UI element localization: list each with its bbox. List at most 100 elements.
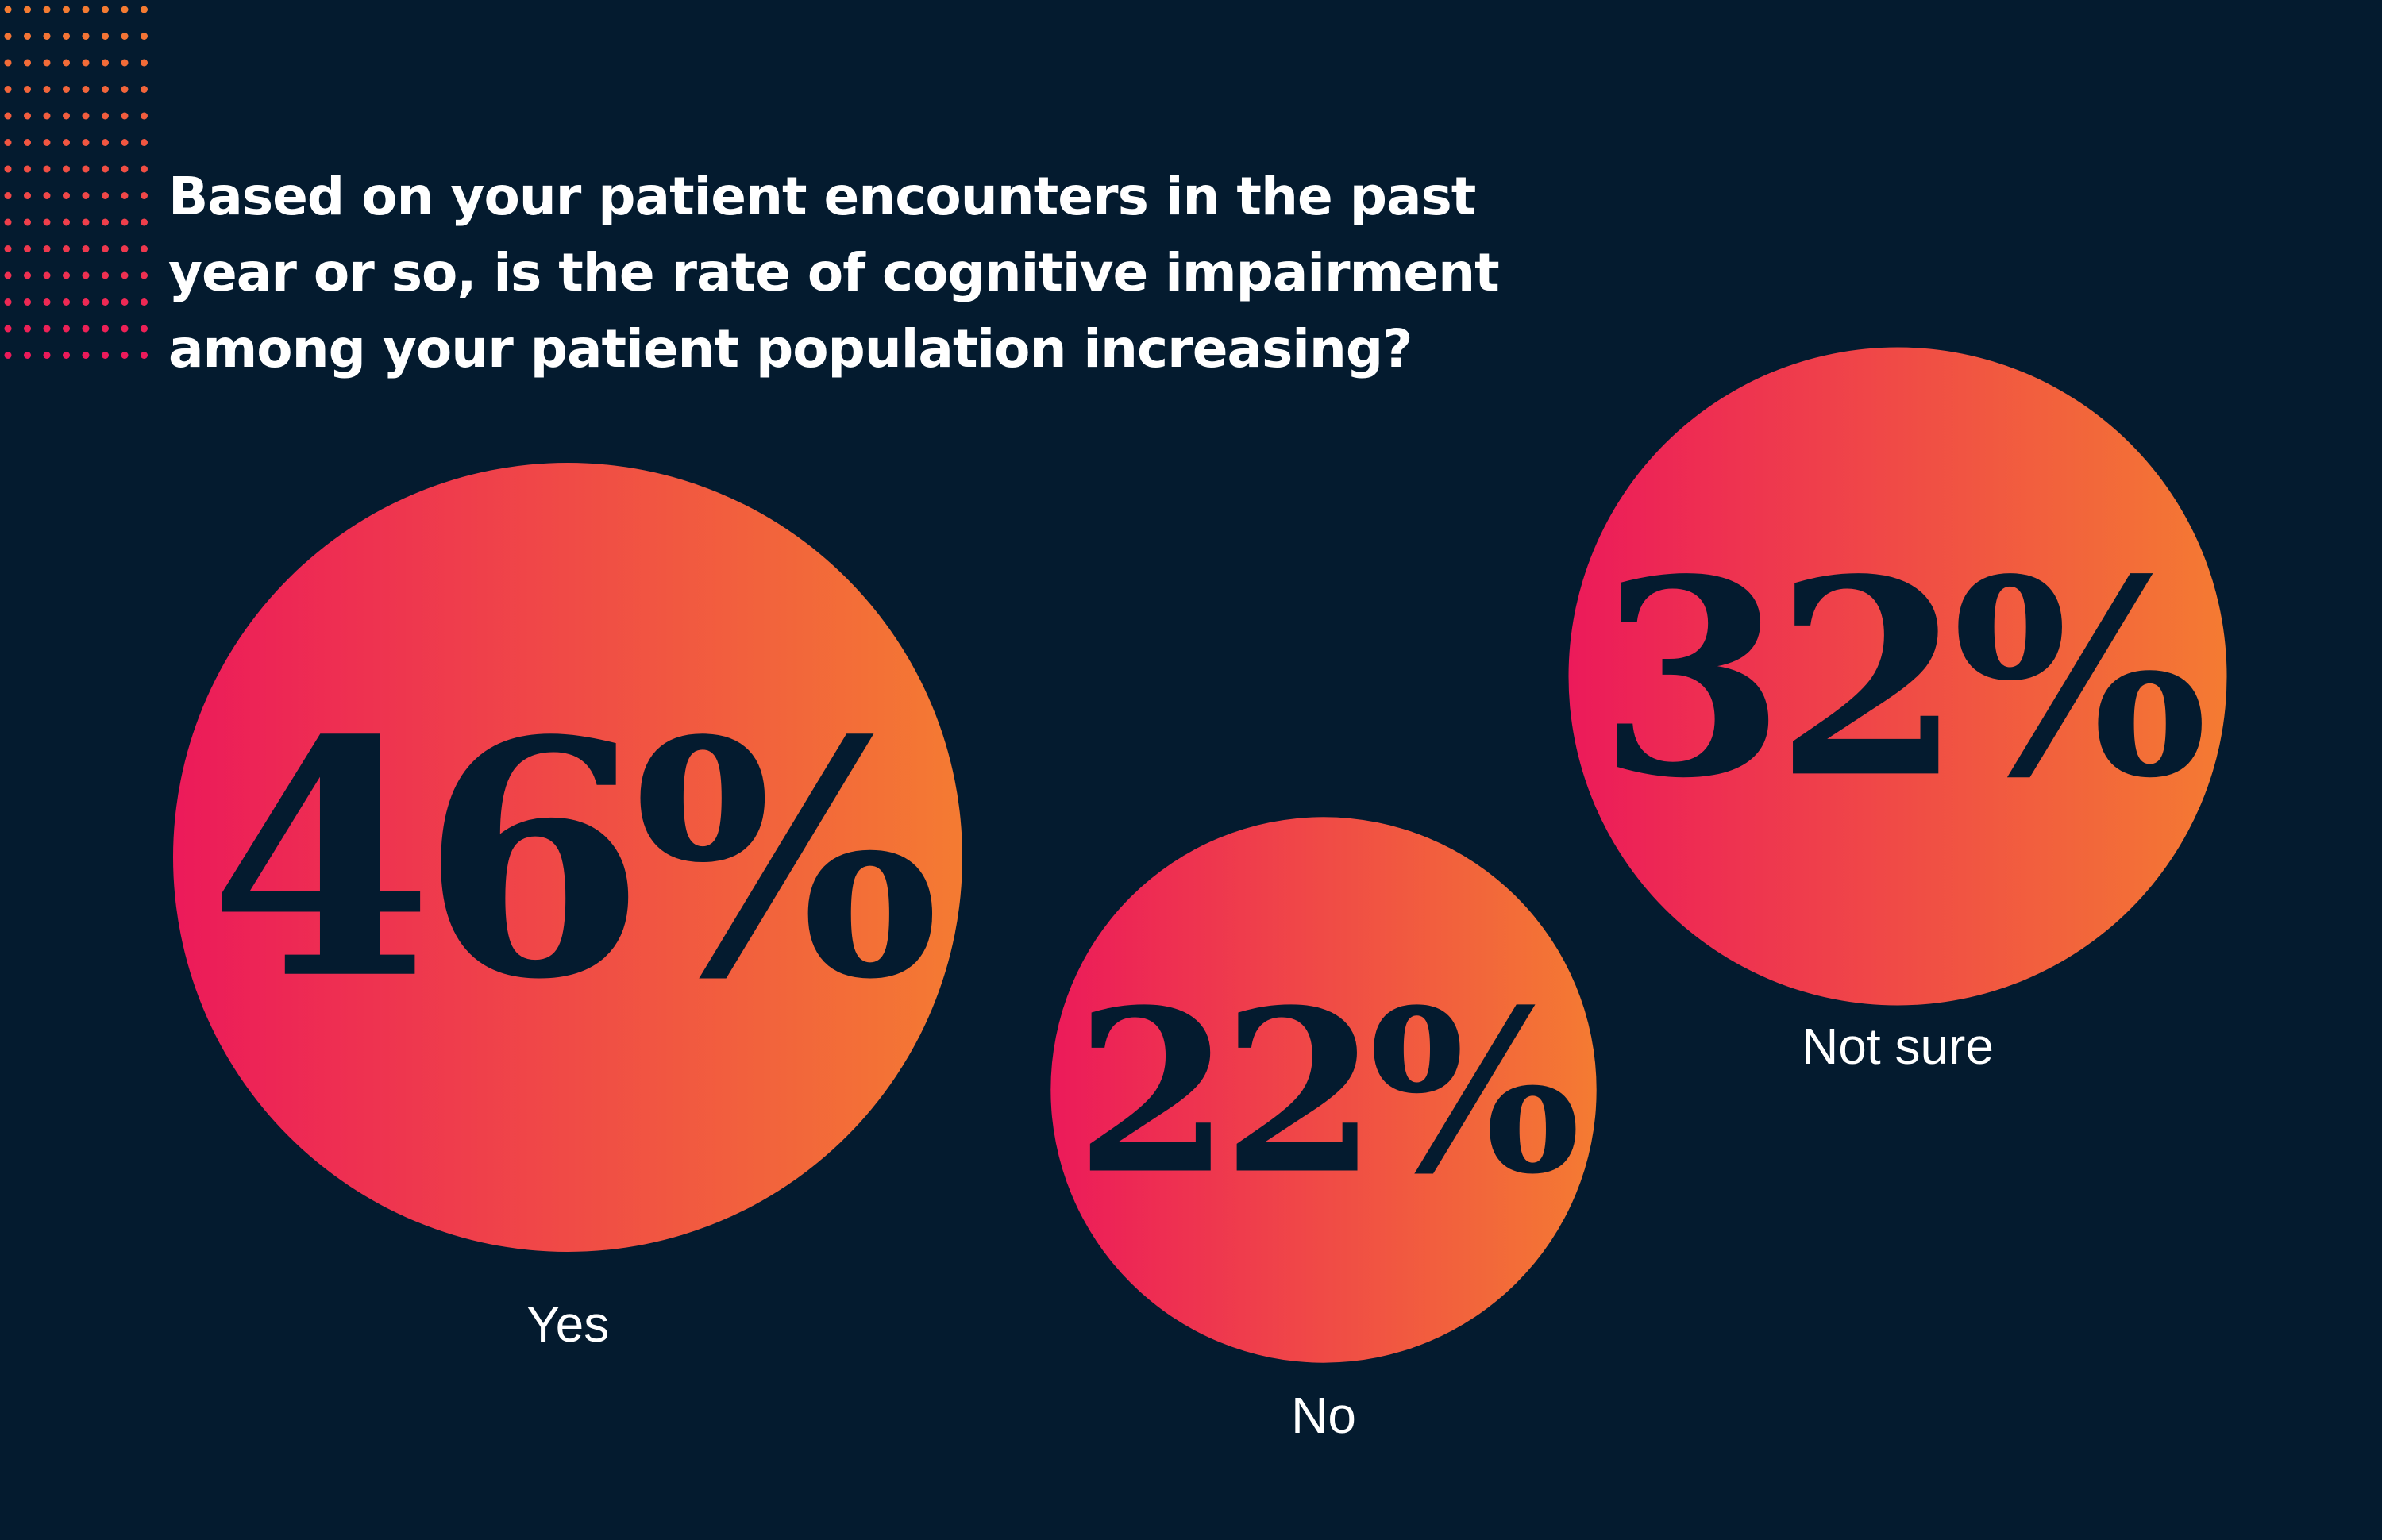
decorative-dot <box>102 352 109 359</box>
decorative-dot <box>141 245 148 252</box>
decorative-dot <box>4 352 12 359</box>
decorative-dot <box>43 245 51 252</box>
decorative-dot <box>63 139 70 146</box>
decorative-dot <box>63 245 70 252</box>
decorative-dot <box>102 33 109 40</box>
decorative-dot <box>141 218 148 226</box>
decorative-dot <box>43 352 51 359</box>
decorative-dot <box>141 6 148 13</box>
decorative-dot <box>4 218 12 226</box>
decorative-dot <box>4 298 12 306</box>
value-label-no: 22% <box>1075 961 1578 1224</box>
decorative-dot <box>63 271 70 279</box>
decorative-dot <box>102 325 109 333</box>
title-line-3: among your patient population increasing… <box>168 318 1413 379</box>
decorative-dot <box>24 218 31 226</box>
decorative-dot <box>63 6 70 13</box>
value-label-yes: 46% <box>208 671 936 1051</box>
decorative-dot <box>102 245 109 252</box>
decorative-dot <box>141 139 148 146</box>
decorative-dot <box>4 271 12 279</box>
decorative-dot <box>82 298 90 306</box>
decorative-dot <box>63 33 70 40</box>
category-label-yes: Yes <box>526 1296 609 1353</box>
decorative-dot <box>43 298 51 306</box>
decorative-dot <box>43 218 51 226</box>
decorative-dot <box>43 59 51 67</box>
decorative-dot <box>82 86 90 93</box>
decorative-dot <box>141 271 148 279</box>
decorative-dot <box>121 218 129 226</box>
decorative-dot <box>102 112 109 120</box>
decorative-dot <box>24 165 31 173</box>
decorative-dot <box>43 165 51 173</box>
decorative-dot <box>82 112 90 120</box>
decorative-dot <box>43 6 51 13</box>
decorative-dot <box>63 325 70 333</box>
decorative-dot <box>63 352 70 359</box>
decorative-dot <box>43 325 51 333</box>
decorative-dot <box>82 325 90 333</box>
decorative-dot <box>102 6 109 13</box>
decorative-dot <box>63 59 70 67</box>
decorative-dot <box>4 139 12 146</box>
decorative-dot <box>141 112 148 120</box>
decorative-dot <box>121 86 129 93</box>
decorative-dot <box>24 33 31 40</box>
decorative-dot <box>141 33 148 40</box>
decorative-dot <box>4 245 12 252</box>
bubble-not-sure <box>1568 347 2227 1006</box>
decorative-dot <box>4 112 12 120</box>
decorative-dot <box>121 165 129 173</box>
decorative-dot <box>24 325 31 333</box>
decorative-dot <box>141 192 148 199</box>
decorative-dot <box>24 192 31 199</box>
decorative-dot <box>82 165 90 173</box>
decorative-dot <box>102 59 109 67</box>
decorative-dot <box>63 218 70 226</box>
decorative-dot <box>121 325 129 333</box>
decorative-dot <box>82 139 90 146</box>
decorative-dot <box>43 33 51 40</box>
decorative-dot <box>102 86 109 93</box>
decorative-dot <box>4 165 12 173</box>
decorative-dot <box>121 112 129 120</box>
bubble-yes <box>173 463 962 1252</box>
decorative-dot <box>141 86 148 93</box>
decorative-dot <box>4 6 12 13</box>
value-label-not-sure: 32% <box>1598 521 2204 837</box>
decorative-dot <box>141 165 148 173</box>
decorative-dot <box>82 245 90 252</box>
decorative-dot <box>102 271 109 279</box>
decorative-dot <box>24 86 31 93</box>
decorative-dot <box>82 271 90 279</box>
category-label-not-sure: Not sure <box>1802 1018 1994 1075</box>
decorative-dot <box>63 192 70 199</box>
decorative-dot <box>102 218 109 226</box>
decorative-dot <box>63 298 70 306</box>
decorative-dot <box>4 33 12 40</box>
decorative-dot <box>24 6 31 13</box>
decorative-dot <box>82 218 90 226</box>
decorative-dot <box>24 59 31 67</box>
decorative-dot <box>43 86 51 93</box>
decorative-dot <box>121 352 129 359</box>
decorative-dot <box>43 192 51 199</box>
decorative-dot <box>24 352 31 359</box>
decorative-dot <box>24 298 31 306</box>
decorative-dot <box>141 298 148 306</box>
decorative-dot <box>63 112 70 120</box>
decorative-dot <box>121 33 129 40</box>
decorative-dot <box>24 112 31 120</box>
decorative-dot <box>63 86 70 93</box>
bubbles: 46% Yes 22% No 32% Not sure <box>173 347 2227 1444</box>
decorative-dot <box>82 192 90 199</box>
decorative-dot <box>43 271 51 279</box>
decorative-dot <box>141 352 148 359</box>
decorative-dot <box>121 298 129 306</box>
decorative-dot <box>4 325 12 333</box>
decorative-dot <box>82 352 90 359</box>
decorative-dot <box>24 139 31 146</box>
decorative-dot <box>102 192 109 199</box>
decorative-dot <box>43 112 51 120</box>
